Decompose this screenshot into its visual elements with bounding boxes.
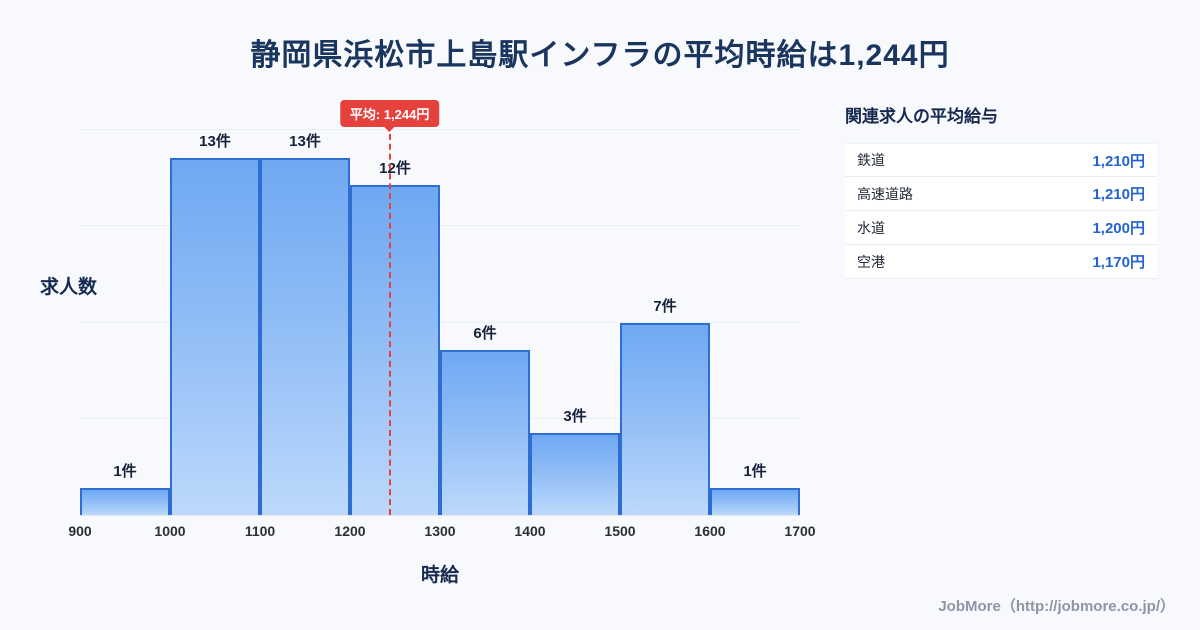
average-line xyxy=(388,124,391,515)
salary-row-value: 1,210円 xyxy=(1092,152,1145,170)
x-tick-label: 1000 xyxy=(154,523,186,539)
salary-table: 鉄道 1,210円 高速道路 1,210円 水道 1,200円 空港 1,170… xyxy=(845,143,1157,279)
salary-row-label: 空港 xyxy=(857,253,885,270)
histogram-bar xyxy=(260,157,350,515)
x-tick-label: 1300 xyxy=(424,523,456,539)
histogram-plot: 平均: 1,244円 1件 13件 13件 12件 6件 3件 7件 1件 900 1000 110… xyxy=(68,100,816,539)
bar-count-label: 3件 xyxy=(563,407,587,425)
salary-row: 鉄道 1,210円 xyxy=(845,143,1157,177)
histogram-bar xyxy=(170,157,260,515)
salary-row-label: 鉄道 xyxy=(857,152,885,168)
histogram-bar xyxy=(350,185,440,515)
bar-count-label: 12件 xyxy=(379,160,411,177)
x-axis-label: 時給 xyxy=(420,565,459,586)
gridline xyxy=(80,225,800,227)
histogram-bar xyxy=(620,322,710,515)
salary-row-label: 水道 xyxy=(857,219,885,236)
salary-row-value: 1,200円 xyxy=(1092,220,1145,237)
histogram-bar xyxy=(440,350,530,515)
page-title: 静岡県浜松市上島駅インフラの平均時給は1,244円 xyxy=(250,39,950,72)
histogram-bar xyxy=(530,432,620,515)
jobmore-credit: JobMore（http://jobmore.co.jp/） xyxy=(938,598,1175,615)
average-badge: 平均: 1,244円 xyxy=(339,100,440,127)
x-tick-label: 1100 xyxy=(244,523,276,539)
salary-row-label: 高速道路 xyxy=(857,185,913,202)
bar-count-label: 13件 xyxy=(289,132,321,150)
bar-count-label: 1件 xyxy=(743,462,767,480)
gridline xyxy=(80,129,800,130)
x-tick-label: 1600 xyxy=(694,523,726,539)
histogram-bar xyxy=(80,487,170,515)
salary-row-value: 1,170円 xyxy=(1092,254,1145,271)
y-axis-label: 求人数 xyxy=(40,277,98,298)
gridline xyxy=(80,321,800,323)
bar-count-label: 6件 xyxy=(473,325,497,342)
x-tick-label: 900 xyxy=(68,523,92,539)
bar-count-label: 1件 xyxy=(113,462,137,480)
x-tick-label: 1200 xyxy=(334,523,366,539)
bar-count-label: 13件 xyxy=(199,132,231,150)
panel-heading: 関連求人の平均給与 xyxy=(845,107,998,126)
salary-row: 水道 1,200円 xyxy=(845,211,1157,245)
salary-row-value: 1,210円 xyxy=(1092,186,1145,203)
x-tick-label: 1500 xyxy=(604,523,636,539)
salary-row: 空港 1,170円 xyxy=(845,245,1157,279)
histogram-bar xyxy=(710,487,800,515)
x-tick-label: 1400 xyxy=(514,523,546,539)
salary-row: 高速道路 1,210円 xyxy=(845,177,1157,211)
x-tick-label: 1700 xyxy=(784,523,816,539)
related-jobs-panel: 関連求人の平均給与 鉄道 1,210円 高速道路 1,210円 水道 1,200… xyxy=(845,102,1157,279)
bar-count-label: 7件 xyxy=(653,297,677,315)
